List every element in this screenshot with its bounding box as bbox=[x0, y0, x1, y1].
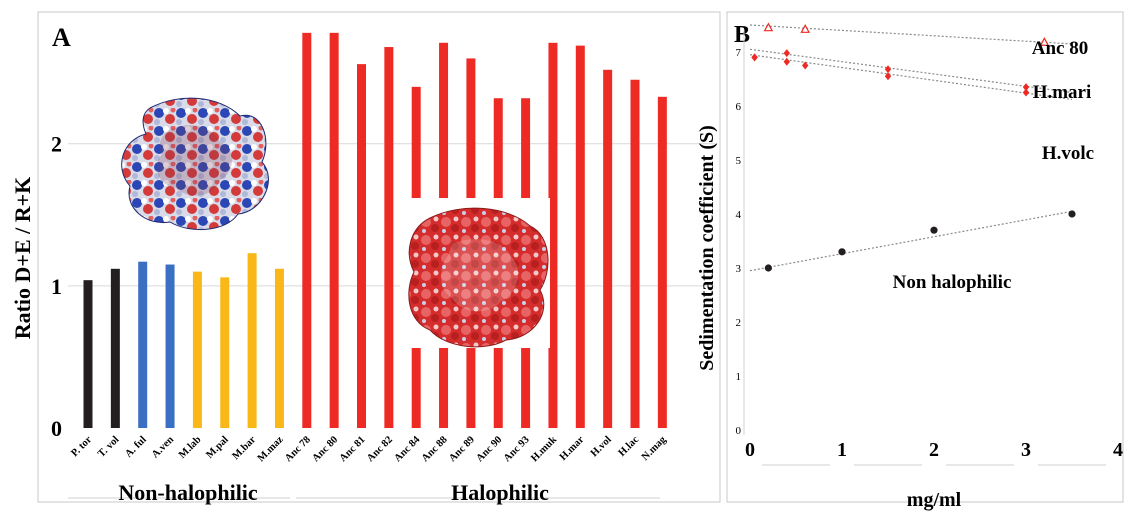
bar-t-vol bbox=[110, 268, 120, 428]
panel-b-frame bbox=[726, 11, 1124, 503]
x-tick-label: 0 bbox=[745, 439, 755, 461]
panel-b-points bbox=[751, 22, 1076, 272]
bar-anc-78 bbox=[302, 32, 312, 428]
y-tick-label: 3 bbox=[736, 263, 742, 275]
data-point bbox=[1022, 83, 1030, 92]
panel-a-ylabel: Ratio D+E / R+K bbox=[10, 177, 35, 340]
bar-a-ful bbox=[138, 261, 148, 428]
x-tick-label: 3 bbox=[1021, 439, 1031, 461]
data-point bbox=[1068, 210, 1076, 218]
y-tick-label: 6 bbox=[736, 101, 742, 113]
x-tick-label: 2 bbox=[929, 439, 939, 461]
bar-m-maz bbox=[274, 268, 284, 428]
y-tick-label: 7 bbox=[736, 47, 742, 59]
bar-n-mag bbox=[657, 96, 667, 429]
protein-surface-top-illustration bbox=[121, 97, 269, 231]
y-tick-label: 0 bbox=[51, 416, 62, 441]
protein-surface-bottom-illustration bbox=[400, 198, 550, 348]
bar-m-lab bbox=[192, 271, 202, 428]
series-label-non-halophilic: Non halophilic bbox=[893, 272, 1012, 293]
bar-anc-80 bbox=[329, 32, 339, 428]
bar-m-bar bbox=[247, 253, 257, 428]
data-point bbox=[783, 49, 790, 58]
bar-anc-81 bbox=[357, 64, 366, 428]
panel-b-ylabel: Sedimentation coefficient (S) bbox=[696, 125, 718, 371]
data-point bbox=[884, 72, 892, 81]
y-tick-label: 1 bbox=[736, 371, 742, 383]
data-point bbox=[751, 53, 758, 62]
y-tick-label: 5 bbox=[736, 155, 742, 167]
y-tick-label: 2 bbox=[51, 132, 62, 157]
series-label-hmari: H.mari bbox=[1033, 82, 1092, 103]
group-label-halophilic: Halophilic bbox=[451, 480, 549, 505]
data-point bbox=[1022, 88, 1030, 97]
data-point bbox=[838, 248, 846, 256]
y-tick-label: 0 bbox=[736, 425, 742, 437]
panel-a-frame bbox=[37, 11, 721, 503]
series-label-anc80: Anc 80 bbox=[1032, 38, 1088, 59]
data-point bbox=[884, 65, 892, 74]
panel-a-label: A bbox=[52, 23, 71, 52]
x-tick-label: 1 bbox=[837, 439, 847, 461]
panel-a: A Ratio D+E / R+K 012 P. tor T. vol A. ful… bbox=[10, 23, 715, 505]
panel-a-y-ticks: 0 1 2 bbox=[51, 132, 62, 441]
data-point bbox=[802, 61, 809, 70]
bar-m-pal bbox=[220, 277, 230, 428]
data-point bbox=[930, 226, 938, 234]
panel-b: B Sedimentation coefficient (S) 0 1 2 3 4 5 6 7… bbox=[696, 22, 1123, 511]
panel-b-label: B bbox=[734, 22, 750, 48]
group-label-non-halophilic: Non-halophilic bbox=[118, 480, 258, 505]
x-tick-label: 4 bbox=[1113, 439, 1123, 461]
data-point bbox=[763, 22, 774, 32]
bar-h-muk bbox=[548, 42, 558, 429]
data-point bbox=[1039, 37, 1050, 46]
bar-h-vol bbox=[603, 69, 613, 429]
y-tick-label: 2 bbox=[736, 317, 742, 329]
trendline bbox=[749, 210, 1073, 272]
bar-anc-82 bbox=[384, 47, 394, 429]
panel-b-xlabel: mg/ml bbox=[907, 489, 962, 511]
y-tick-label: 1 bbox=[51, 274, 62, 299]
bar-h-lac bbox=[630, 79, 640, 428]
series-label-hvolc: H.volc bbox=[1042, 143, 1094, 164]
y-tick-label: 4 bbox=[736, 209, 742, 221]
panel-b-y-ticks: 0 1 2 3 4 5 6 7 bbox=[736, 47, 742, 437]
data-point bbox=[800, 24, 811, 33]
data-point bbox=[783, 57, 790, 66]
data-point bbox=[764, 264, 773, 272]
bar-a-ven bbox=[165, 264, 175, 428]
bar-p-tor bbox=[83, 280, 93, 428]
panel-b-x-ticks: 0 1 2 3 4 bbox=[745, 439, 1123, 461]
bar-h-mar bbox=[575, 45, 585, 429]
